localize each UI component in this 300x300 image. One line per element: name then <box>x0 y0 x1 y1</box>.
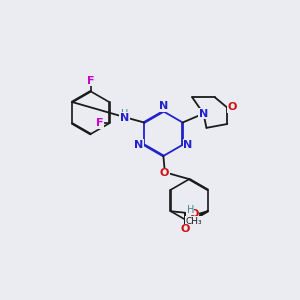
Text: O: O <box>228 102 237 112</box>
Text: H: H <box>121 109 128 118</box>
Text: O: O <box>180 224 190 234</box>
Text: F: F <box>87 76 94 86</box>
Text: N: N <box>159 101 168 111</box>
Text: O: O <box>160 168 169 178</box>
Text: CH₃: CH₃ <box>185 217 202 226</box>
Text: F: F <box>96 118 103 128</box>
Text: N: N <box>134 140 144 150</box>
Text: H: H <box>187 205 194 215</box>
Text: N: N <box>120 113 129 123</box>
Text: N: N <box>183 140 192 150</box>
Text: O: O <box>189 208 199 219</box>
Text: N: N <box>199 109 208 118</box>
